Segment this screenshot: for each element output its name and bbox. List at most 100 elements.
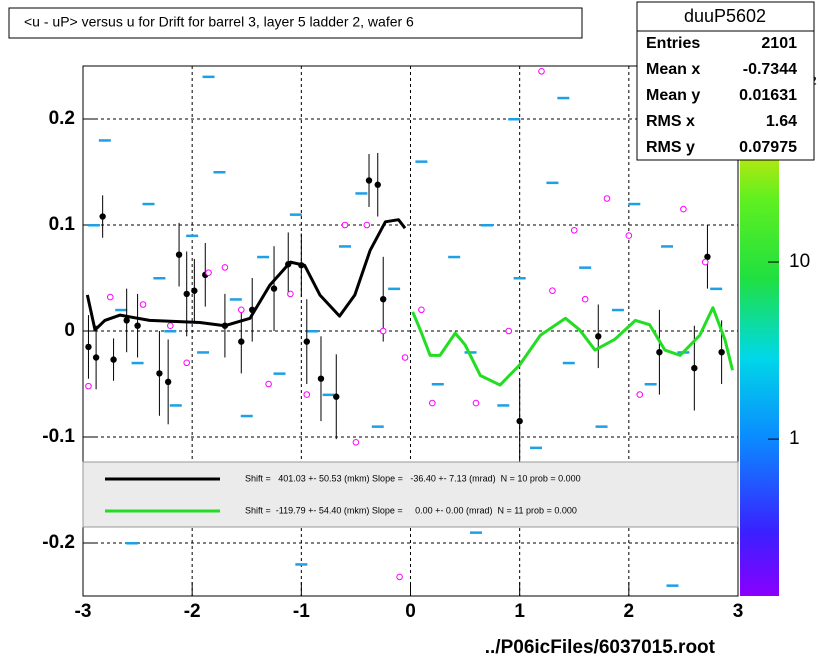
- stats-box: [636, 1, 815, 161]
- cell: [131, 361, 144, 365]
- profile-point: [164, 378, 172, 386]
- point: [603, 195, 611, 202]
- stats-label: RMS x: [646, 113, 695, 130]
- point: [167, 322, 174, 330]
- cell: [87, 224, 100, 227]
- y-tick-label: 0.1: [49, 214, 76, 235]
- point: [205, 269, 212, 277]
- point: [680, 205, 687, 213]
- y-tick-label: -0.1: [42, 426, 75, 447]
- stats-title: duuP5602: [684, 6, 766, 26]
- cell: [186, 234, 199, 238]
- stats-label: Entries: [646, 35, 700, 52]
- point: [396, 573, 403, 581]
- stats-label: Mean y: [646, 87, 700, 104]
- point: [505, 327, 513, 335]
- cell: [202, 75, 215, 79]
- profile-point: [156, 370, 163, 377]
- legend-label: Shift = -119.79 +- 54.40 (mkm) Slope = 0…: [245, 505, 577, 515]
- cell: [322, 393, 335, 397]
- cell: [229, 298, 242, 301]
- point: [538, 68, 545, 75]
- cell: [415, 160, 428, 163]
- point: [418, 306, 425, 314]
- x-tick-label: 0: [405, 601, 416, 622]
- profile-point: [110, 356, 117, 363]
- profile-point: [595, 333, 602, 340]
- x-tick-label: -3: [75, 601, 92, 622]
- stats-label: Mean x: [646, 61, 700, 78]
- profile-point: [123, 317, 130, 324]
- point: [379, 327, 387, 335]
- profile-point: [191, 287, 198, 294]
- cell: [628, 202, 641, 206]
- profile-point: [99, 213, 106, 220]
- cell: [169, 404, 182, 407]
- fit-line: [85, 218, 407, 332]
- point: [106, 293, 114, 301]
- point: [472, 399, 480, 407]
- chart-title: <u - uP> versus u for Drift for barrel 3…: [24, 14, 414, 30]
- cell: [257, 255, 270, 259]
- point: [341, 221, 349, 229]
- cell: [197, 351, 210, 354]
- cell: [126, 542, 139, 545]
- profile-point: [175, 251, 183, 258]
- point: [287, 290, 294, 298]
- profile-point: [380, 296, 387, 303]
- stats-value: -0.7344: [743, 61, 797, 78]
- cell: [579, 266, 592, 269]
- stats-value: 0.07975: [739, 139, 797, 156]
- stats-label: RMS y: [646, 139, 695, 156]
- x-tick-label: -1: [293, 601, 310, 622]
- cell: [513, 277, 526, 280]
- profile-point: [183, 290, 190, 298]
- profile-point: [656, 349, 663, 356]
- cell: [164, 330, 177, 333]
- cell: [431, 383, 444, 386]
- cell: [142, 202, 155, 206]
- profile-point: [92, 354, 100, 361]
- y-tick-label: -0.2: [42, 532, 75, 553]
- cell: [661, 245, 674, 248]
- point: [221, 264, 229, 271]
- title-box: [8, 7, 583, 39]
- point: [581, 295, 589, 303]
- cell: [557, 96, 570, 100]
- point: [183, 359, 191, 367]
- point: [265, 380, 272, 388]
- cell: [295, 563, 308, 566]
- cell: [213, 171, 226, 174]
- cell: [98, 139, 111, 142]
- y-tick-label: 0.2: [49, 108, 75, 129]
- x-tick-label: -2: [184, 601, 201, 622]
- fit-line: [411, 306, 734, 387]
- cell: [153, 277, 166, 280]
- y-tick-label: 0: [64, 320, 75, 341]
- legend: [82, 461, 739, 528]
- cell: [710, 287, 723, 291]
- point: [303, 391, 311, 398]
- cell: [508, 118, 521, 121]
- cell: [644, 383, 657, 386]
- cell: [595, 425, 608, 428]
- profile-point: [718, 349, 725, 356]
- profile-point: [333, 393, 340, 400]
- cell: [497, 404, 510, 407]
- profile-point: [85, 343, 92, 351]
- point: [701, 258, 709, 266]
- stats-value: 1.64: [766, 113, 797, 130]
- profile-point: [516, 417, 523, 425]
- profile-point: [704, 253, 711, 260]
- point: [237, 306, 245, 314]
- stats-value: 0.01631: [739, 87, 797, 104]
- profile-point: [238, 338, 245, 345]
- profile-point: [270, 285, 278, 292]
- point: [636, 391, 644, 398]
- cell: [240, 414, 253, 418]
- profile-point: [303, 338, 310, 345]
- stats-value: 2101: [761, 35, 797, 52]
- cell: [480, 224, 493, 227]
- point: [429, 399, 436, 407]
